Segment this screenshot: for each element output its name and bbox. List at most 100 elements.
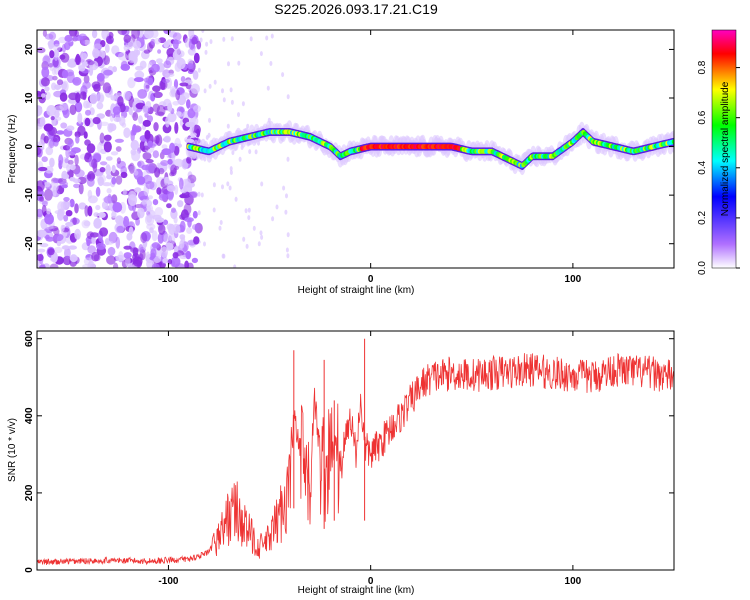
noise-speckle <box>78 202 87 210</box>
noise-speckle <box>157 49 162 54</box>
noise-speckle <box>241 101 245 107</box>
noise-speckle <box>37 208 44 218</box>
noise-speckle <box>118 251 124 261</box>
noise-speckle <box>96 242 106 250</box>
noise-speckle <box>128 162 135 174</box>
noise-speckle <box>107 246 116 256</box>
noise-speckle <box>163 30 171 35</box>
noise-speckle <box>44 181 51 188</box>
noise-speckle <box>39 196 45 202</box>
noise-speckle <box>116 157 121 165</box>
noise-speckle <box>51 67 57 76</box>
noise-speckle <box>37 254 44 262</box>
noise-speckle <box>42 55 51 65</box>
noise-speckle <box>40 263 46 268</box>
noise-speckle <box>46 208 51 215</box>
noise-speckle <box>181 92 190 100</box>
noise-speckle <box>105 156 113 161</box>
noise-speckle <box>173 158 184 168</box>
noise-speckle <box>64 247 71 259</box>
noise-speckle <box>130 139 139 151</box>
spectrogram-heatmap <box>37 30 674 268</box>
noise-speckle <box>153 91 163 99</box>
noise-speckle <box>53 246 63 254</box>
noise-speckle <box>169 142 176 153</box>
noise-speckle <box>107 123 114 133</box>
noise-speckle <box>86 143 96 154</box>
noise-speckle <box>254 149 258 155</box>
noise-speckle <box>74 154 79 166</box>
spectrogram-ylabel: Frequency (Hz) <box>7 115 18 184</box>
noise-speckle <box>171 207 176 213</box>
noise-speckle <box>83 100 90 109</box>
noise-speckle <box>108 231 118 244</box>
noise-speckle <box>74 169 85 178</box>
noise-speckle <box>41 66 50 78</box>
noise-speckle <box>161 148 172 156</box>
noise-speckle <box>185 250 192 260</box>
noise-speckle <box>86 239 91 247</box>
noise-speckle <box>56 130 65 135</box>
colorbar-tick-label: 0.6 <box>697 110 708 124</box>
noise-speckle <box>151 242 160 249</box>
noise-speckle <box>281 72 285 78</box>
noise-speckle <box>69 198 75 208</box>
noise-speckle <box>173 145 180 156</box>
spectrogram-frame <box>36 29 675 269</box>
noise-speckle <box>66 143 73 151</box>
noise-speckle <box>74 55 82 66</box>
noise-speckle <box>123 245 132 250</box>
noise-speckle <box>271 216 275 222</box>
noise-speckle <box>93 217 102 229</box>
noise-speckle <box>257 241 261 247</box>
spectrogram-xlabel: Height of straight line (km) <box>298 285 415 296</box>
noise-speckle <box>151 263 160 268</box>
noise-speckle <box>72 76 82 86</box>
noise-speckle <box>275 204 279 210</box>
noise-speckle <box>52 43 61 52</box>
noise-speckle <box>137 207 145 219</box>
colorbar-label: Normalized spectral amplitude <box>720 81 731 216</box>
noise-speckle <box>47 248 55 256</box>
x-tick-label: 0 <box>368 576 374 587</box>
noise-speckle <box>163 41 170 48</box>
noise-speckle <box>68 245 77 250</box>
noise-speckle <box>117 96 124 107</box>
noise-speckle <box>162 257 169 264</box>
noise-speckle <box>132 124 137 136</box>
noise-speckle <box>75 135 80 144</box>
noise-speckle <box>123 34 131 43</box>
noise-speckle <box>46 105 57 117</box>
noise-speckle <box>156 187 162 195</box>
noise-speckle <box>95 186 101 197</box>
noise-speckle <box>170 164 178 175</box>
noise-speckle <box>87 189 93 199</box>
noise-speckle <box>179 234 186 240</box>
noise-speckle <box>86 173 92 181</box>
noise-speckle <box>172 252 179 259</box>
noise-speckle <box>81 219 91 229</box>
y-tick-label: -20 <box>24 236 35 251</box>
noise-speckle <box>188 30 195 40</box>
noise-speckle <box>89 232 100 238</box>
noise-speckle <box>103 55 110 66</box>
noise-speckle <box>37 47 46 54</box>
noise-speckle <box>183 203 192 216</box>
noise-speckle <box>103 141 112 153</box>
noise-speckle <box>185 121 194 128</box>
noise-speckle <box>192 224 199 231</box>
noise-speckle <box>191 36 198 45</box>
noise-speckle <box>145 180 155 190</box>
y-tick-label: 0 <box>24 567 35 573</box>
colorbar-tick-label: 0.0 <box>697 261 708 275</box>
noise-speckle <box>53 49 60 58</box>
noise-speckle <box>132 101 137 112</box>
noise-speckle <box>52 185 57 197</box>
noise-speckle <box>145 159 154 164</box>
snr-line-area <box>37 338 674 566</box>
noise-speckle <box>104 43 110 53</box>
noise-speckle <box>184 217 194 223</box>
noise-speckle <box>95 204 101 211</box>
noise-speckle <box>49 50 55 59</box>
